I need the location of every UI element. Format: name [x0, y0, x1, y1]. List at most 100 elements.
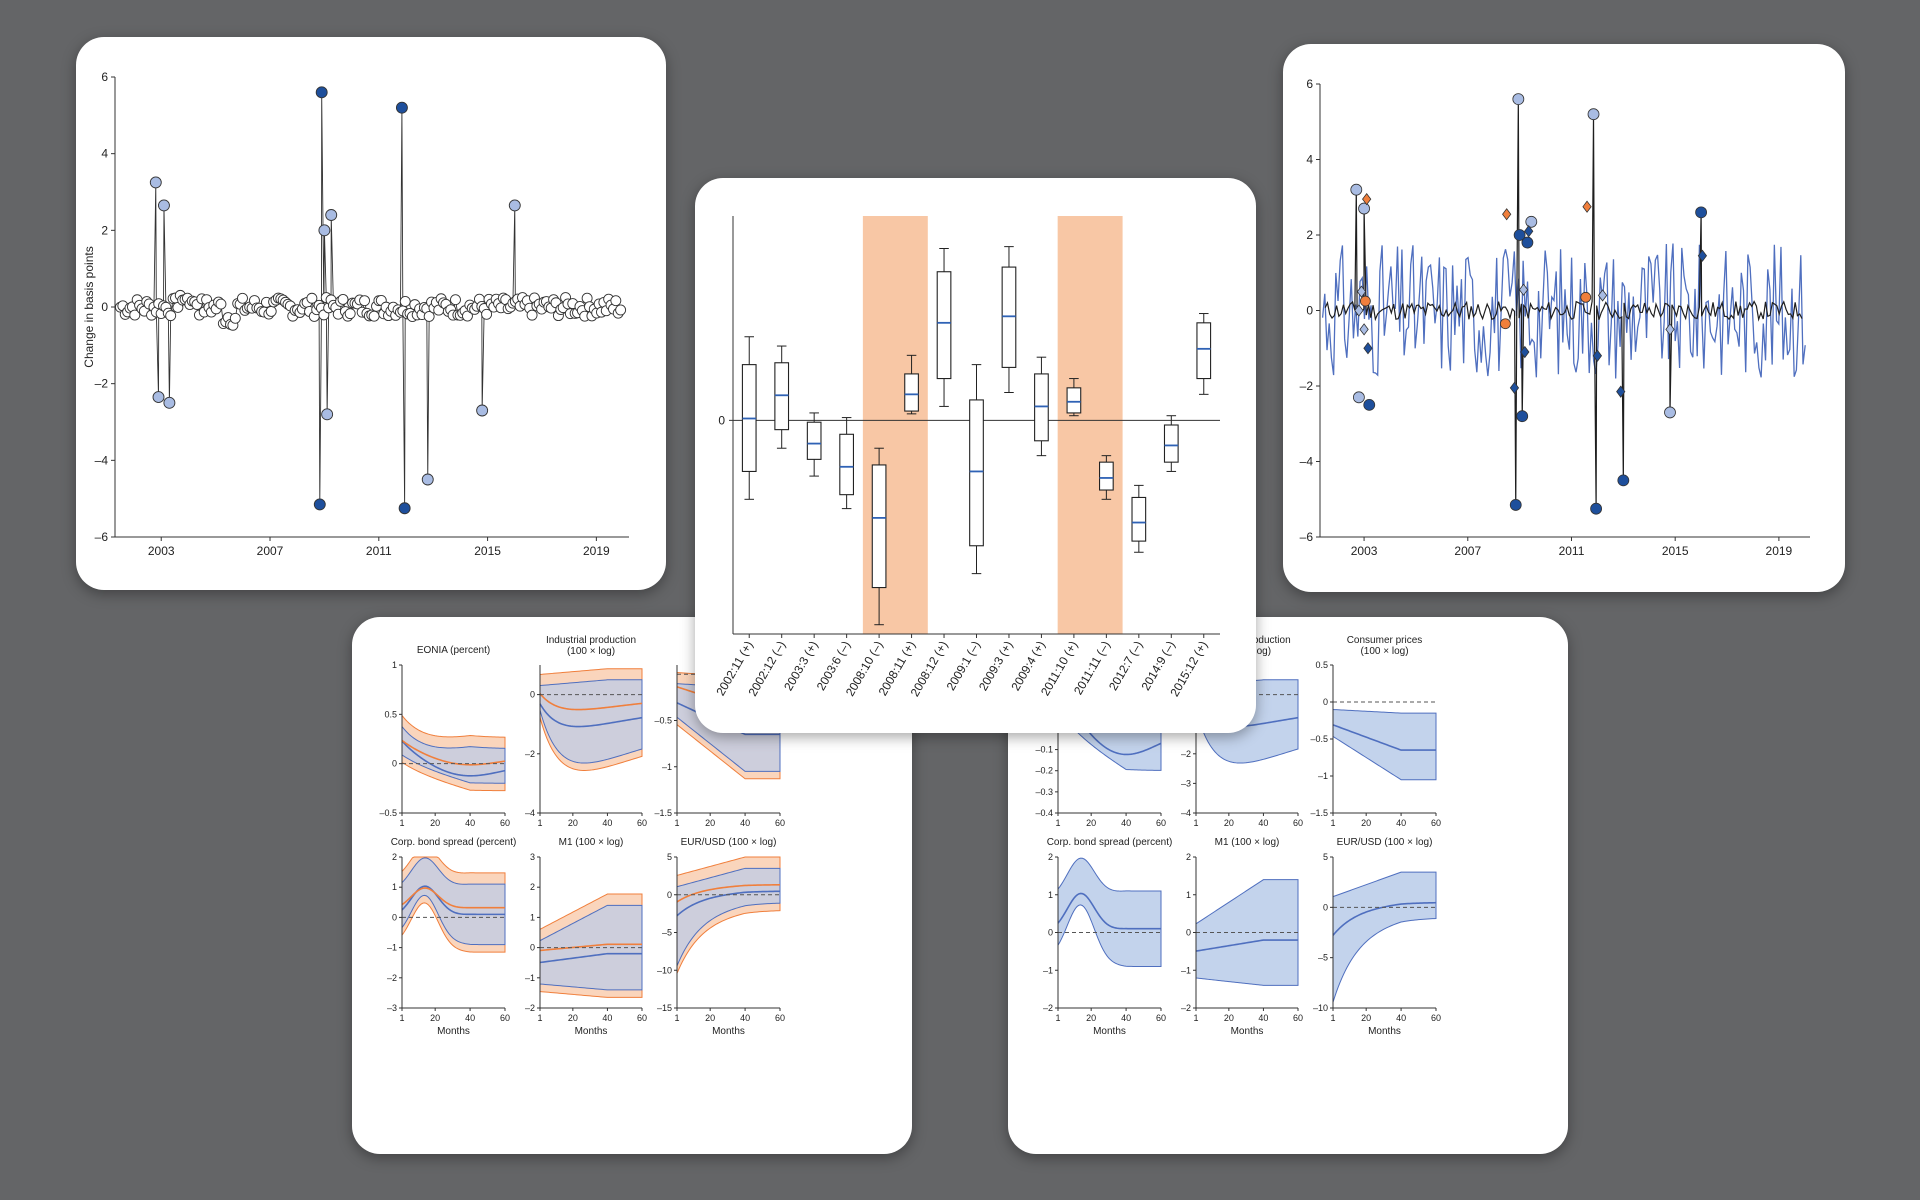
y-tick-label: –15 — [657, 1003, 672, 1013]
panel-subtitle: (100 × log) — [1360, 646, 1408, 657]
x-tick-label: 20 — [1086, 1013, 1096, 1023]
y-tick-label: –10 — [657, 965, 672, 975]
y-tick-label: –4 — [525, 808, 535, 818]
box — [1066, 387, 1082, 414]
x-tick-label: 40 — [1396, 1013, 1406, 1023]
box — [1098, 461, 1114, 491]
box — [806, 421, 822, 460]
irf-line-blue — [1057, 892, 1161, 930]
data-point — [165, 310, 177, 322]
panel-title: EUR/USD (100 × log) — [681, 837, 777, 848]
x-tick-label: 1 — [674, 1013, 679, 1023]
y-tick-label: –0.2 — [1035, 766, 1053, 776]
irf-line-blue — [401, 885, 505, 916]
x-axis-label: Months — [437, 1026, 470, 1037]
card-center-boxplot: 0 2002:11 (+) 2002:12 (–) 2003:3 (+) 2003:6 … — [695, 178, 1256, 733]
y-tick-label: 6 — [1306, 77, 1313, 91]
y-tick-label: –2 — [1181, 749, 1191, 759]
card-top-left-scatterline: –6 –4 –2 0 2 4 6 2003 2007 2011 2015 2019 Change in … — [76, 37, 666, 590]
x-tick-label: 2015 — [474, 544, 501, 558]
highlight-point-light — [321, 408, 334, 421]
x-tick-label: 40 — [1121, 1013, 1131, 1023]
data-point — [368, 310, 380, 322]
marker-circle-dark — [1617, 474, 1630, 487]
panel-title: Corp. bond spread (percent) — [1047, 837, 1173, 848]
x-axis-label: Months — [575, 1026, 608, 1037]
x-tick-label: 40 — [465, 818, 475, 828]
y-tick-label: –5 — [662, 928, 672, 938]
highlight-point-light — [325, 209, 338, 221]
y-tick-label: 2 — [530, 882, 535, 892]
y-tick-label: –3 — [1181, 778, 1191, 788]
marker-diamond-light — [1665, 323, 1675, 336]
marker-circle-dark — [1516, 410, 1529, 423]
data-point — [450, 294, 461, 306]
highlight-point-light — [318, 224, 331, 237]
marker-circle-light — [1587, 108, 1600, 121]
x-tick-label: 60 — [1431, 818, 1441, 828]
irf-line-blue — [539, 703, 643, 728]
y-tick-label: –1 — [1181, 965, 1191, 975]
x-tick-label: 2007 — [257, 544, 284, 558]
x-tick-label: 20 — [1224, 818, 1234, 828]
x-axis-label: Months — [712, 1026, 745, 1037]
panel-title: EUR/USD (100 × log) — [1337, 837, 1433, 848]
chart-top-left: –6 –4 –2 0 2 4 6 2003 2007 2011 2015 2019 Change in … — [82, 70, 629, 558]
box — [1001, 266, 1017, 368]
y-tick-label: –6 — [1300, 530, 1314, 544]
panel-title: Corp. bond spread (percent) — [391, 837, 517, 848]
confidence-band-blue — [401, 857, 506, 946]
marker-circle-light — [1525, 215, 1538, 228]
box — [774, 362, 790, 431]
y-tick-label: –0.4 — [1035, 808, 1053, 818]
box — [1034, 373, 1049, 442]
x-axis-label: Months — [1368, 1026, 1401, 1037]
box — [969, 399, 984, 547]
x-tick-label: 40 — [1258, 1013, 1268, 1023]
y-tick-label: 2 — [1048, 852, 1053, 862]
marker-diamond-light — [1597, 289, 1608, 302]
y-tick-label: –1 — [1318, 771, 1328, 781]
x-tick-label: 40 — [740, 818, 750, 828]
x-tick-label: 20 — [705, 1013, 715, 1023]
y-tick-label: 0 — [101, 300, 108, 314]
x-axis-label: Months — [1231, 1026, 1264, 1037]
y-tick-label: 0.5 — [384, 709, 397, 719]
data-point — [306, 292, 318, 304]
box — [871, 464, 887, 589]
marker-circle-dark — [1363, 398, 1376, 411]
irf-line-blue — [401, 740, 506, 777]
x-tick-label: 1 — [537, 1013, 542, 1023]
y-tick-label: 0 — [530, 690, 535, 700]
marker-diamond-dark — [1509, 381, 1520, 395]
data-point — [526, 309, 538, 321]
x-tick-label: 20 — [430, 818, 440, 828]
data-point — [265, 305, 277, 317]
y-tick-label: 2 — [1306, 228, 1313, 242]
y-tick-label: –4 — [1300, 455, 1314, 469]
x-tick-label: 2019 — [583, 544, 610, 558]
y-tick-label: –6 — [95, 530, 109, 544]
data-point — [462, 310, 473, 322]
confidence-band-blue — [1057, 857, 1162, 967]
y-tick-label: –2 — [525, 749, 535, 759]
marker-diamond-dark — [1697, 249, 1708, 262]
x-tick-label: 1 — [399, 818, 404, 828]
x-tick-label: 2003 — [1351, 544, 1378, 558]
y-tick-label: –1.5 — [1310, 808, 1328, 818]
y-tick-label: –5 — [1318, 953, 1328, 963]
confidence-band-blue — [676, 867, 781, 967]
x-tick-label: 20 — [568, 818, 578, 828]
marker-diamond-light — [1359, 323, 1369, 336]
x-tick-label: 1 — [1193, 1013, 1198, 1023]
irf-line-orange — [539, 693, 643, 711]
y-tick-label: –0.5 — [379, 808, 397, 818]
x-tick-label: 2011 — [1559, 544, 1585, 558]
x-tick-label: 1 — [537, 818, 542, 828]
x-tick-label: 1 — [1330, 1013, 1335, 1023]
irf-line-orange — [539, 943, 642, 952]
box — [1131, 496, 1147, 542]
y-tick-label: –1 — [387, 943, 397, 953]
y-tick-label: 0 — [530, 943, 535, 953]
